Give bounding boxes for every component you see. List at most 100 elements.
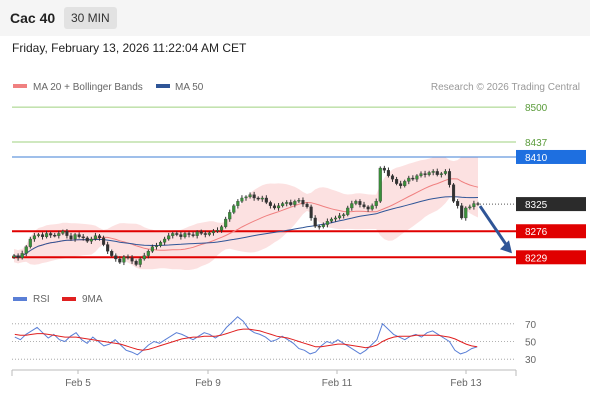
x-axis: Feb 5 Feb 9 Feb 11 Feb 13	[65, 370, 482, 389]
candle-body	[171, 233, 175, 236]
candle-body	[264, 197, 268, 203]
candle-body	[183, 233, 187, 237]
candle-body	[403, 181, 407, 186]
candle-body	[358, 201, 362, 205]
level-box-8276	[516, 224, 586, 239]
candle-body	[12, 255, 16, 258]
candle-body	[191, 234, 195, 236]
candle-body	[179, 234, 183, 237]
candle-body	[138, 258, 142, 265]
level-box-8229	[516, 250, 586, 265]
candle-body	[260, 197, 264, 200]
projection-arrow	[478, 205, 512, 254]
candle-body	[187, 233, 191, 235]
rsi-tick-label-70: 70	[525, 320, 537, 331]
candle-body	[53, 234, 57, 237]
rsi-panel: 70 50 30	[12, 316, 537, 366]
candle-body	[317, 226, 321, 228]
legend-swatch-ma50	[156, 84, 170, 88]
timestamp: Friday, February 13, 2026 11:22:04 AM CE…	[12, 41, 247, 55]
candle-body	[24, 246, 28, 254]
candle-body	[285, 202, 289, 204]
candle-body	[134, 261, 138, 265]
candle-body	[460, 205, 464, 219]
candle-body	[382, 167, 386, 171]
candle-body	[114, 255, 118, 260]
candle-body	[49, 233, 53, 236]
candle-body	[325, 221, 329, 225]
candle-body	[281, 203, 285, 206]
support-resistance-levels	[12, 106, 516, 259]
x-tick-label: Feb 9	[195, 378, 221, 389]
legend-label-9ma: 9MA	[82, 294, 103, 305]
legend-swatch-ma20	[13, 84, 27, 88]
candle-body	[313, 217, 317, 227]
candle-body	[354, 201, 358, 204]
level-label-8500: 8500	[525, 103, 548, 114]
candle-body	[199, 231, 203, 234]
candle-body	[154, 245, 159, 247]
candle-body	[175, 233, 179, 235]
candle-body	[407, 177, 411, 182]
candle-body	[268, 202, 272, 206]
candle-body	[338, 215, 342, 219]
candle-body	[163, 238, 167, 243]
candle-body	[423, 173, 427, 175]
candle-body	[224, 218, 228, 227]
candle-body	[16, 255, 20, 259]
candle-body	[476, 203, 480, 205]
rsi-line	[14, 316, 478, 356]
candle-body	[102, 237, 106, 245]
rsi-tick-label-30: 30	[525, 355, 537, 366]
candle-body	[309, 206, 313, 219]
candle-body	[431, 171, 435, 173]
candle-body	[435, 171, 439, 175]
level-box-8410	[516, 149, 586, 164]
candle-body	[362, 204, 366, 208]
candle-body	[220, 226, 224, 231]
candle-body	[374, 201, 378, 206]
candle-body	[390, 175, 395, 180]
candle-body	[468, 206, 472, 209]
level-labels: 8500 8437 8410 8325 8276 8229	[516, 103, 586, 265]
level-label-8229: 8229	[525, 253, 548, 264]
candle-body	[89, 238, 93, 242]
candle-body	[122, 256, 126, 263]
bollinger-band-area	[14, 156, 478, 270]
candle-body	[439, 173, 443, 175]
candlesticks	[12, 165, 480, 268]
candle-body	[427, 172, 431, 175]
candle-body	[443, 171, 447, 174]
candle-body	[456, 201, 460, 206]
level-label-8410: 8410	[525, 153, 548, 164]
level-label-8276: 8276	[525, 227, 548, 238]
x-tick-label: Feb 5	[65, 378, 91, 389]
candle-body	[472, 203, 476, 208]
candle-body	[69, 235, 73, 240]
candle-body	[130, 257, 134, 262]
candle-body	[305, 203, 309, 208]
candle-body	[97, 235, 102, 239]
candle-body	[228, 212, 232, 220]
candle-body	[195, 231, 199, 236]
candle-body	[85, 237, 89, 242]
timeframe-button[interactable]: 30 MIN	[64, 7, 117, 29]
candle-body	[207, 232, 211, 235]
candle-body	[61, 231, 65, 234]
legend-label-ma50: MA 50	[175, 82, 204, 93]
candle-body	[366, 206, 370, 210]
candle-body	[20, 253, 24, 259]
candle-body	[395, 178, 399, 184]
legend-label-ma20: MA 20 + Bollinger Bands	[33, 82, 143, 93]
candle-body	[415, 175, 419, 180]
candle-body	[232, 205, 236, 213]
candle-body	[301, 200, 305, 205]
candle-body	[350, 203, 354, 209]
candle-body	[142, 255, 146, 260]
candle-body	[419, 173, 423, 176]
instrument-name: Cac 40	[10, 10, 56, 26]
candle-body	[81, 236, 85, 239]
candle-body	[321, 224, 325, 227]
projection-arrow-head	[500, 240, 512, 254]
